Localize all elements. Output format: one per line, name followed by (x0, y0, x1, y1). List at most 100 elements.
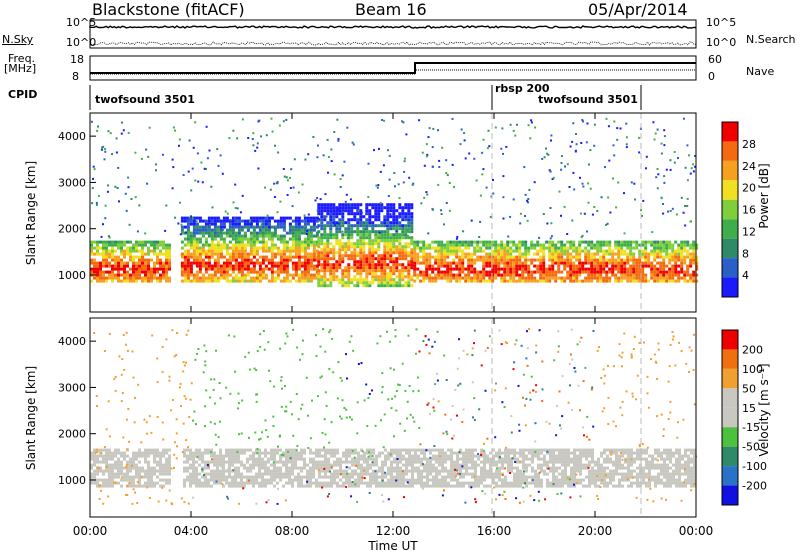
power-cell (452, 276, 456, 280)
power-cell (605, 117, 608, 120)
power-cell (656, 276, 660, 280)
velocity-cell (282, 454, 285, 458)
velocity-cell (291, 457, 294, 461)
power-cell (443, 273, 447, 277)
power-cell (638, 273, 642, 277)
power-cell (353, 242, 357, 246)
power-cell (536, 264, 540, 268)
power-cell (306, 273, 310, 277)
power-cell (695, 258, 699, 262)
power-cell (344, 200, 347, 203)
power-cell (117, 267, 120, 271)
power-cell (392, 269, 396, 273)
power-cell (401, 284, 405, 288)
power-cell (234, 249, 238, 253)
power-cell (644, 279, 648, 283)
power-cell (662, 258, 666, 262)
velocity-cell (153, 457, 156, 461)
power-cell (425, 143, 428, 146)
power-cell (276, 234, 280, 238)
velocity-cell (144, 454, 147, 458)
velocity-cell (489, 484, 492, 488)
velocity-cell (390, 481, 393, 485)
velocity-cell (420, 484, 423, 488)
velocity-cell (219, 463, 222, 467)
power-cell (568, 186, 571, 188)
station-title: Blackstone (fitACF) (92, 0, 245, 19)
power-cell (470, 270, 474, 274)
power-cell (467, 240, 471, 244)
power-cell (117, 255, 120, 259)
power-cell (632, 270, 636, 274)
power-cell (349, 203, 352, 206)
velocity-cell (525, 463, 528, 467)
power-cell (608, 240, 612, 244)
power-cell (228, 252, 232, 256)
power-cell (608, 258, 612, 262)
power-cell (365, 257, 369, 261)
power-cell (297, 237, 301, 241)
velocity-cell (267, 478, 270, 482)
power-cell (635, 267, 639, 271)
power-cell (437, 249, 441, 253)
power-cell (180, 240, 184, 244)
velocity-cell (201, 484, 204, 488)
power-cell (350, 266, 354, 270)
power-cell (180, 223, 183, 226)
power-cell (368, 230, 372, 234)
power-cell (252, 231, 256, 235)
velocity-cell (252, 451, 255, 455)
velocity-cell (294, 478, 297, 482)
power-cell (204, 279, 208, 283)
power-cell (288, 273, 292, 277)
power-cell (309, 231, 313, 235)
power-cell (102, 223, 104, 226)
power-cell (410, 239, 414, 243)
velocity-cell (363, 481, 366, 485)
velocity-cell (435, 472, 438, 476)
power-cell (323, 251, 327, 255)
velocity-cell (222, 469, 225, 473)
power-cell (560, 162, 563, 164)
power-cell (222, 225, 226, 229)
velocity-cell (408, 484, 411, 488)
velocity-cell (273, 451, 276, 455)
power-cell (545, 147, 547, 150)
power-cell (153, 252, 156, 256)
power-cell (205, 168, 207, 170)
power-cell (605, 273, 609, 277)
velocity-cell (390, 484, 393, 488)
power-cell (279, 261, 283, 265)
power-cell (303, 243, 307, 247)
power-cell (596, 261, 600, 265)
velocity-cell (462, 454, 465, 458)
velocity-cell (552, 463, 555, 467)
power-cell (455, 249, 459, 253)
power-cell (258, 270, 262, 274)
power-cell (195, 237, 199, 241)
power-cell (440, 270, 444, 274)
power-cell (252, 261, 256, 265)
velocity-cell (429, 472, 432, 476)
velocity-cell (447, 475, 450, 479)
velocity-cell (411, 448, 414, 452)
velocity-cell (102, 448, 105, 452)
power-cell (449, 261, 453, 265)
power-cell (440, 264, 444, 268)
power-cell (231, 222, 235, 226)
power-cell (638, 267, 642, 271)
power-cell (362, 233, 366, 237)
power-cell (264, 258, 268, 262)
velocity-cell (348, 451, 351, 455)
power-cell (329, 275, 333, 279)
power-cell (207, 276, 211, 280)
power-cell (431, 165, 434, 168)
power-cell (629, 243, 633, 247)
velocity-cell (435, 460, 438, 464)
power-cell (407, 203, 411, 207)
power-cell (153, 240, 156, 244)
power-cell (404, 242, 408, 246)
power-cell (362, 263, 366, 267)
power-cell (222, 261, 226, 265)
power-cell (282, 237, 286, 241)
